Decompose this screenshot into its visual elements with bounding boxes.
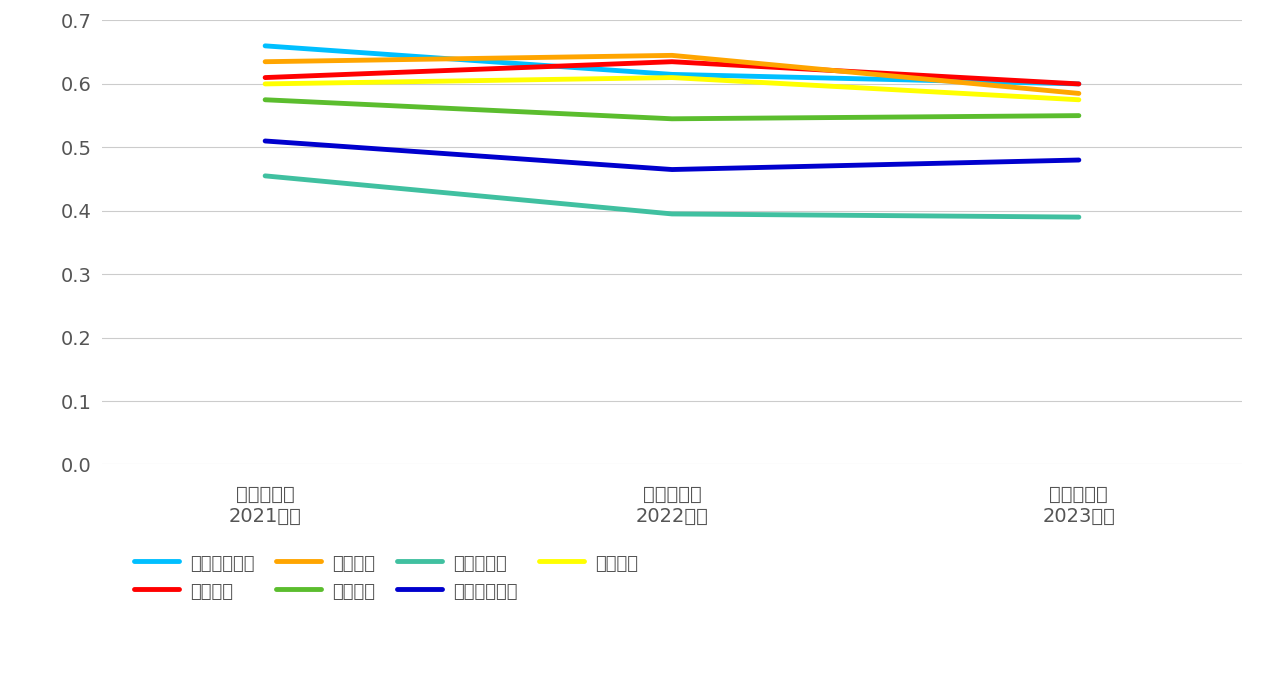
中国春来 <box>1071 80 1087 88</box>
Legend: 中国新华教育, 中国春来, 中国科培, 民生教育, 新高教集团, 希教国际控股, 中教控股: 中国新华教育, 中国春来, 中国科培, 民生教育, 新高教集团, 希教国际控股,… <box>134 553 639 601</box>
民生教育 <box>257 96 273 104</box>
中国科培 <box>257 57 273 66</box>
中国新华教育 <box>664 70 680 79</box>
新高教集团 <box>1071 213 1087 221</box>
Line: 中教控股: 中教控股 <box>265 78 1079 100</box>
民生教育 <box>664 115 680 123</box>
新高教集团 <box>257 171 273 180</box>
中国新华教育 <box>1071 80 1087 88</box>
中国春来 <box>257 74 273 82</box>
希教国际控股 <box>1071 156 1087 164</box>
中国科培 <box>1071 89 1087 98</box>
中国春来 <box>664 57 680 66</box>
Line: 新高教集团: 新高教集团 <box>265 176 1079 217</box>
希教国际控股 <box>664 165 680 173</box>
中教控股 <box>257 80 273 88</box>
Line: 民生教育: 民生教育 <box>265 100 1079 119</box>
中教控股 <box>1071 96 1087 104</box>
Line: 中国春来: 中国春来 <box>265 61 1079 84</box>
Line: 希教国际控股: 希教国际控股 <box>265 141 1079 169</box>
Line: 中国新华教育: 中国新华教育 <box>265 46 1079 84</box>
中国科培 <box>664 51 680 59</box>
中教控股 <box>664 74 680 82</box>
中国新华教育 <box>257 42 273 50</box>
Line: 中国科培: 中国科培 <box>265 55 1079 94</box>
民生教育 <box>1071 111 1087 120</box>
新高教集团 <box>664 210 680 218</box>
希教国际控股 <box>257 137 273 145</box>
